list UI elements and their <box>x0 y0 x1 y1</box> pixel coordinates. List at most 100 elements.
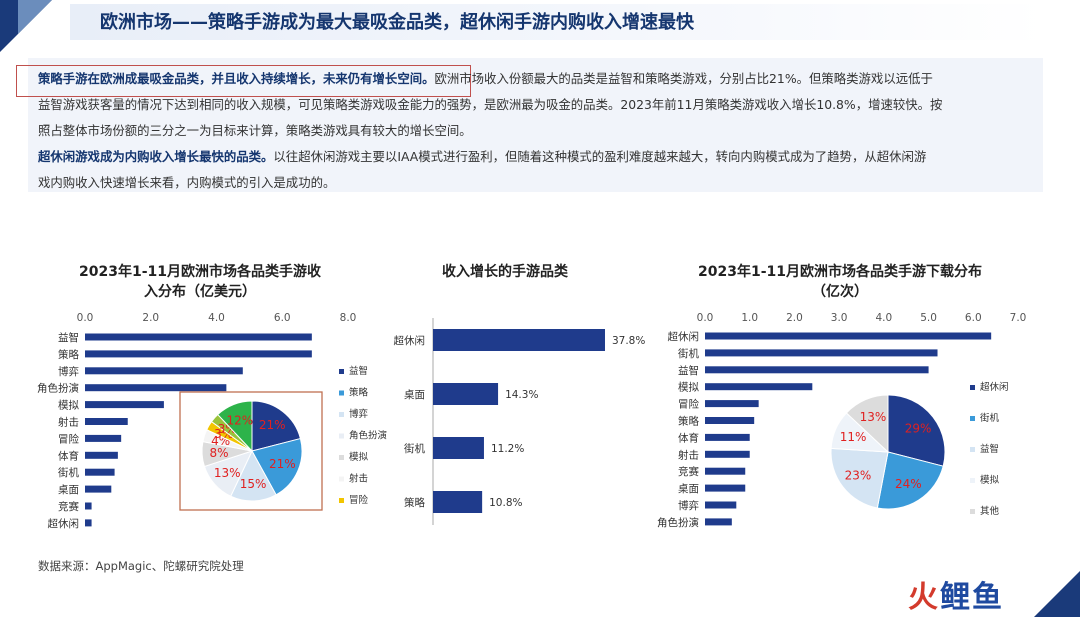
chart1-x-tick-label: 6.0 <box>274 312 291 324</box>
chart1-legend-label: 模拟 <box>349 451 369 463</box>
chart3-pie-slice <box>845 394 889 454</box>
chart3-legend-swatch <box>970 416 975 421</box>
paragraph-2-lead: 超休闲游戏成为内购收入增长最快的品类。 <box>38 149 274 164</box>
chart2-category-label: 桌面 <box>404 388 425 401</box>
chart1-category-label: 体育 <box>58 449 79 462</box>
chart1-bar <box>85 519 92 527</box>
chart1-category-label: 角色扮演 <box>37 382 79 395</box>
chart3-legend-label: 模拟 <box>980 474 1000 486</box>
paragraph-2: 超休闲游戏成为内购收入增长最快的品类。以往超休闲游戏主要以IAA模式进行盈利，但… <box>38 144 1038 196</box>
chart1-legend-swatch <box>339 369 344 374</box>
chart2-bar <box>433 437 484 459</box>
chart3-category-label: 策略 <box>678 415 699 428</box>
chart2-value-label: 37.8% <box>612 335 645 347</box>
chart1-title: 2023年1-11月欧洲市场各品类手游收 入分布（亿美元） <box>40 262 360 302</box>
title-bar <box>70 4 1045 40</box>
chart3-category-label: 模拟 <box>678 381 699 394</box>
chart1-bar <box>85 451 118 459</box>
chart3-title-line-1: 2023年1-11月欧洲市场各品类手游下载分布 <box>698 264 982 280</box>
chart3-pie-slice-label: 23% <box>845 468 872 482</box>
chart1-bar <box>85 384 227 392</box>
chart3-x-tick-label: 1.0 <box>741 312 758 324</box>
corner-decoration-light <box>18 0 52 34</box>
chart2-category-label: 策略 <box>404 496 425 509</box>
chart3-x-tick-label: 0.0 <box>697 312 714 324</box>
chart1-x-tick-label: 0.0 <box>77 312 94 324</box>
chart1-bar <box>85 401 164 409</box>
chart3-legend-swatch <box>970 478 975 483</box>
chart3-pie-slice-label: 11% <box>840 430 867 444</box>
chart1-bar <box>85 367 243 375</box>
chart3-pie-slice <box>876 451 944 510</box>
chart2-category-label: 超休闲 <box>394 334 426 347</box>
chart2-bar <box>433 383 499 405</box>
chart1-legend-label: 策略 <box>349 387 369 399</box>
chart3-pie-slice <box>830 447 889 509</box>
chart1-category-label: 射击 <box>58 416 79 429</box>
paragraph-2-line-2: 戏内购收入快速增长来看，内购模式的引入是成功的。 <box>38 175 336 190</box>
chart1-title-line-2: 入分布（亿美元） <box>144 284 256 300</box>
chart1-legend-swatch <box>339 476 344 482</box>
chart1-pie-slice <box>251 437 303 496</box>
chart1-legend-swatch <box>339 390 344 396</box>
chart3-x-tick-label: 3.0 <box>831 312 848 324</box>
chart1-bar <box>85 333 312 341</box>
chart3-legend-label: 街机 <box>980 412 1000 424</box>
paragraph-2-line-1: 以往超休闲游戏主要以IAA模式进行盈利，但随着这种模式的盈利难度越来越大，转向内… <box>273 149 927 164</box>
chart3-category-label: 射击 <box>678 448 699 461</box>
chart1-legend-swatch <box>339 433 344 439</box>
chart1-pie-slice-label: 12% <box>227 413 254 427</box>
chart1-category-label: 桌面 <box>58 483 79 496</box>
chart3-bar <box>705 332 992 340</box>
chart1-x-tick-label: 2.0 <box>142 312 159 324</box>
chart3-bar <box>705 518 732 526</box>
chart1-x-tick-label: 8.0 <box>340 312 357 324</box>
chart3-category-label: 超休闲 <box>668 330 700 343</box>
chart3-bar <box>705 450 750 458</box>
chart1-legend-label: 博弈 <box>349 408 369 420</box>
chart3-title: 2023年1-11月欧洲市场各品类手游下载分布 （亿次） <box>655 262 1025 302</box>
chart1-bar <box>85 350 312 358</box>
chart3-bar <box>705 400 759 408</box>
chart1-category-label: 冒险 <box>58 432 79 445</box>
highlight-box <box>16 65 471 97</box>
paragraph-1-line-2: 益智游戏获客量的情况下达到相同的收入规模，可见策略类游戏吸金能力的强势，是欧洲最… <box>38 97 943 112</box>
chart1-bar <box>85 434 122 442</box>
chart2-title: 收入增长的手游品类 <box>442 264 568 280</box>
chart3-bar <box>705 383 813 391</box>
chart3-category-label: 冒险 <box>678 398 699 411</box>
chart1-pie-slice-label: 13% <box>214 466 241 480</box>
chart1-pie-slice <box>217 400 253 453</box>
chart1-bar <box>85 468 115 476</box>
chart1-pie-slice-label: 21% <box>269 457 296 471</box>
chart1-legend-label: 益智 <box>349 365 368 377</box>
chart1-pie-slice <box>251 400 302 452</box>
chart1-category-label: 博弈 <box>58 365 79 378</box>
chart3-pie-slice-label: 13% <box>860 410 887 424</box>
chart1-pie-slice-label: 8% <box>210 446 229 460</box>
corner-decoration-bottom <box>1034 571 1080 617</box>
chart1-bar <box>85 418 128 425</box>
chart3-category-label: 益智 <box>678 364 699 377</box>
chart3-x-tick-label: 7.0 <box>1010 312 1027 324</box>
chart3-category-label: 体育 <box>678 431 699 444</box>
chart1-bar <box>85 485 112 493</box>
chart3-pie-slice-label: 29% <box>905 422 932 436</box>
chart3-legend-swatch <box>970 509 975 514</box>
chart3-bar <box>705 417 755 424</box>
chart1-category-label: 模拟 <box>58 399 79 412</box>
chart1-title-line-1: 2023年1-11月欧洲市场各品类手游收 <box>79 264 321 280</box>
chart3-x-tick-label: 5.0 <box>920 312 937 324</box>
logo-part-a: 火 <box>908 580 940 615</box>
paragraph-1: 策略手游在欧洲成最吸金品类，并且收入持续增长，未来仍有增长空间。欧洲市场收入份额… <box>38 66 1038 144</box>
chart3-legend-swatch <box>970 385 975 390</box>
chart2-category-label: 街机 <box>404 442 425 455</box>
chart3-legend-label: 其他 <box>980 505 1000 517</box>
chart3-bar <box>705 433 750 441</box>
chart1-bar <box>85 502 92 510</box>
logo-part-b: 鲤鱼 <box>940 580 1004 615</box>
chart1-category-label: 街机 <box>58 466 79 479</box>
paragraph-1-line-3: 照占整体市场份额的三分之一为目标来计算，策略类游戏具有较大的增长空间。 <box>38 123 472 138</box>
chart2-bar <box>433 491 483 513</box>
chart3-x-tick-label: 2.0 <box>786 312 803 324</box>
